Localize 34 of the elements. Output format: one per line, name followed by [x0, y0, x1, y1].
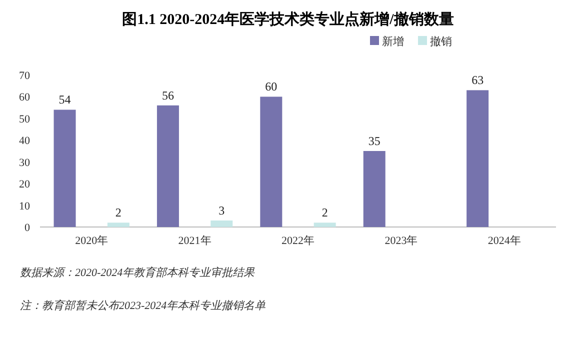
y-tick-label: 60 — [19, 92, 30, 104]
bar — [260, 96, 282, 227]
y-tick-label: 10 — [19, 200, 30, 212]
x-tick-label: 2020年 — [75, 235, 108, 247]
data-label: 3 — [218, 203, 225, 218]
source-note: 数据来源：2020-2024年教育部本科专业审批结果 — [20, 266, 256, 279]
x-tick-label: 2024年 — [488, 235, 521, 247]
y-tick-label: 0 — [24, 222, 30, 234]
bar — [107, 222, 130, 227]
chart-title: 图1.1 2020-2024年医学技术类专业点新增/撤销数量 — [122, 10, 454, 28]
bar — [156, 105, 179, 227]
data-label: 2 — [115, 206, 122, 220]
data-label: 63 — [472, 73, 484, 88]
bar — [210, 220, 233, 227]
y-tick-label: 40 — [19, 135, 30, 148]
legend-label: 新增 — [382, 35, 404, 48]
bar — [314, 222, 336, 227]
bar — [466, 90, 489, 227]
y-tick-label: 20 — [19, 178, 30, 191]
bar — [363, 151, 386, 227]
x-tick-label: 2023年 — [384, 235, 418, 247]
x-tick-label: 2021年 — [178, 235, 212, 247]
text: 注：教育部暂未公布2023-2024年本科专业撤销名单 — [20, 299, 266, 312]
y-tick-label: 50 — [19, 113, 30, 126]
y-tick-label: 70 — [19, 70, 30, 82]
data-label: 56 — [162, 88, 174, 102]
data-label: 35 — [368, 134, 380, 148]
data-label: 54 — [58, 92, 71, 107]
x-tick-label: 2022年 — [282, 235, 314, 247]
data-label: 60 — [265, 80, 278, 94]
y-tick-label: 30 — [19, 156, 30, 169]
data-label: 2 — [322, 206, 328, 220]
legend-label: 撤销 — [430, 35, 452, 48]
bar — [54, 110, 76, 227]
